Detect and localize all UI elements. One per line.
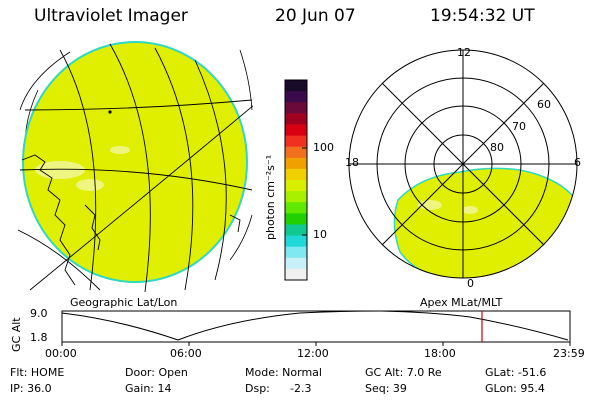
- timeline-xtick-0600: 06:00: [170, 347, 202, 360]
- timeline-xtick-2359: 23:59: [553, 347, 585, 360]
- polar-lat-80: 80: [490, 141, 504, 154]
- time-readout: 19:54:32 UT: [430, 6, 535, 26]
- info-dsp-value: -2.3: [290, 382, 312, 395]
- info-ip: IP: 36.0: [10, 382, 52, 395]
- timeline-frame: [61, 310, 571, 343]
- info-glat: GLat: -51.6: [485, 366, 547, 379]
- info-dsp: Dsp:: [245, 382, 270, 395]
- colorbar-segment: [285, 80, 307, 92]
- timeline-ytick-high: 9.0: [30, 307, 48, 320]
- color-bar: [284, 79, 308, 281]
- colorbar-segment: [285, 157, 307, 170]
- globe-grid: [18, 43, 253, 292]
- colorbar-segment: [285, 191, 307, 203]
- timeline-ylabel: GC Alt: [10, 317, 23, 352]
- timeline-xtick-1800: 18:00: [424, 347, 456, 360]
- polar-mlt-6: 6: [574, 156, 581, 169]
- info-gc-alt: GC Alt: 7.0 Re: [365, 366, 442, 379]
- timeline-xtick-1200: 12:00: [297, 347, 329, 360]
- colorbar-segment: [285, 213, 307, 225]
- colorbar-segment: [285, 224, 307, 237]
- colorbar-segment: [285, 180, 307, 192]
- timeline-right-caption: Apex MLat/MLT: [420, 296, 503, 309]
- colorbar-segment: [285, 146, 307, 159]
- colorbar-segment: [285, 268, 307, 281]
- polar-plot: [348, 49, 578, 279]
- info-mode: Mode: Normal: [245, 366, 322, 379]
- app-title: Ultraviolet Imager: [34, 6, 188, 26]
- colorbar-segment: [285, 246, 307, 259]
- info-glon: GLon: 95.4: [485, 382, 545, 395]
- timeline-left-caption: Geographic Lat/Lon: [70, 296, 178, 309]
- date-readout: 20 Jun 07: [275, 6, 356, 26]
- polar-aurora-fill: [393, 167, 577, 278]
- polar-mlt-12: 12: [457, 46, 471, 59]
- coastline: [21, 154, 76, 286]
- colorbar-segment: [285, 135, 307, 148]
- altitude-timeline: [61, 310, 571, 346]
- colorbar-segment: [285, 202, 307, 214]
- altitude-curve: [61, 310, 569, 341]
- colorbar-segment: [285, 102, 307, 114]
- subsatellite-marker: [108, 110, 112, 114]
- colorbar-segment: [285, 113, 307, 125]
- geographic-globe: [18, 41, 253, 292]
- info-gain: Gain: 14: [125, 382, 172, 395]
- polar-mlt-0: 0: [467, 277, 474, 290]
- colorbar-segment: [285, 257, 307, 270]
- info-flt: Flt: HOME: [10, 366, 65, 379]
- polar-lat-70: 70: [512, 120, 526, 133]
- colorbar-segment: [285, 91, 307, 103]
- info-seq: Seq: 39: [365, 382, 407, 395]
- colorbar-tick-100: 100: [313, 141, 334, 154]
- colorbar-segment: [285, 124, 307, 137]
- colorbar-unit-label: photon cm⁻²s⁻¹: [264, 154, 277, 240]
- timeline-ytick-low: 1.8: [30, 331, 48, 344]
- colorbar-segment: [285, 235, 307, 248]
- polar-mlt-18: 18: [345, 156, 359, 169]
- timeline-xtick-0000: 00:00: [45, 347, 77, 360]
- colorbar-segment: [285, 168, 307, 181]
- colorbar-tick-10: 10: [313, 228, 327, 241]
- info-door: Door: Open: [125, 366, 188, 379]
- polar-lat-60: 60: [537, 98, 551, 111]
- globe-disk: [22, 41, 248, 283]
